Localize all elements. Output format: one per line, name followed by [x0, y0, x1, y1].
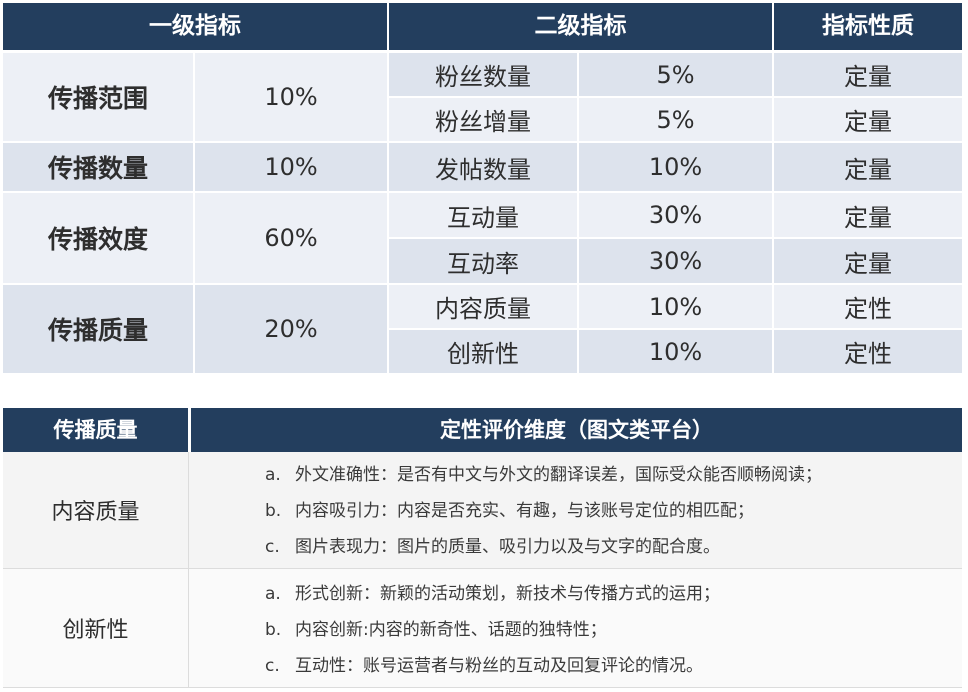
- dimension-list: a. 形式创新：新颖的活动策划，新技术与传播方式的运用； b. 内容创新:内容的新奇…: [265, 576, 720, 684]
- dimension-list: a. 外文准确性：是否有中文与外文的翻译误差，国际受众能否顺畅阅读； b. 内容吸引…: [265, 457, 822, 565]
- sub-name: 粉丝增量: [389, 98, 577, 141]
- row-name: 创新性: [62, 618, 129, 643]
- sub-nature: 定性: [774, 285, 962, 328]
- sub-weight: 10%: [579, 285, 772, 328]
- group-weight: 10%: [195, 143, 387, 191]
- header-nature: 指标性质: [822, 13, 914, 39]
- header-dimensions: 定性评价维度（图文类平台）: [440, 418, 713, 442]
- group-name: 传播质量: [3, 285, 193, 373]
- group-name: 传播数量: [3, 143, 193, 191]
- sub-nature: 定量: [774, 143, 962, 191]
- sub-nature: 定量: [774, 193, 962, 237]
- sub-nature: 定量: [774, 239, 962, 283]
- header-level2: 二级指标: [534, 13, 627, 39]
- sub-nature: 定性: [774, 330, 962, 373]
- sub-name: 内容质量: [389, 285, 577, 328]
- sub-nature: 定量: [774, 53, 962, 96]
- sub-name: 粉丝数量: [389, 53, 577, 96]
- quality-table-header: 传播质量 定性评价维度（图文类平台）: [3, 408, 962, 452]
- sub-name: 互动量: [389, 193, 577, 237]
- group-name: 传播效度: [3, 193, 193, 283]
- header-level1: 一级指标: [149, 13, 241, 39]
- sub-weight: 30%: [579, 239, 772, 283]
- list-item: a. 形式创新：新颖的活动策划，新技术与传播方式的运用；: [265, 584, 720, 604]
- table-row: 内容质量 a. 外文准确性：是否有中文与外文的翻译误差，国际受众能否顺畅阅读； b…: [3, 452, 962, 569]
- sub-weight: 5%: [579, 53, 772, 96]
- group-name: 传播范围: [3, 53, 193, 141]
- sub-name: 发帖数量: [389, 143, 577, 191]
- list-item: b. 内容吸引力：内容是否充实、有趣，与该账号定位的相匹配；: [265, 501, 754, 521]
- sub-weight: 10%: [579, 143, 772, 191]
- list-item: c. 互动性：账号运营者与粉丝的互动及回复评论的情况。: [265, 656, 703, 676]
- sub-name: 创新性: [389, 330, 577, 373]
- list-item: b. 内容创新:内容的新奇性、话题的独特性；: [265, 620, 607, 640]
- list-item: c. 图片表现力：图片的质量、吸引力以及与文字的配合度。: [265, 537, 720, 557]
- group-weight: 60%: [195, 193, 387, 283]
- header-quality: 传播质量: [53, 418, 138, 442]
- sub-weight: 10%: [579, 330, 772, 373]
- group-weight: 10%: [195, 53, 387, 141]
- indicator-table-header: 一级指标 二级指标 指标性质: [3, 3, 962, 50]
- sub-nature: 定量: [774, 98, 962, 141]
- list-item: a. 外文准确性：是否有中文与外文的翻译误差，国际受众能否顺畅阅读；: [265, 465, 822, 485]
- row-name: 内容质量: [51, 500, 140, 525]
- sub-name: 互动率: [389, 239, 577, 283]
- sub-weight: 5%: [579, 98, 772, 141]
- group-weight: 20%: [195, 285, 387, 373]
- table-bottom-border: [3, 687, 962, 688]
- sub-weight: 30%: [579, 193, 772, 237]
- table-row: 创新性 a. 形式创新：新颖的活动策划，新技术与传播方式的运用； b. 内容创新:内…: [3, 569, 962, 687]
